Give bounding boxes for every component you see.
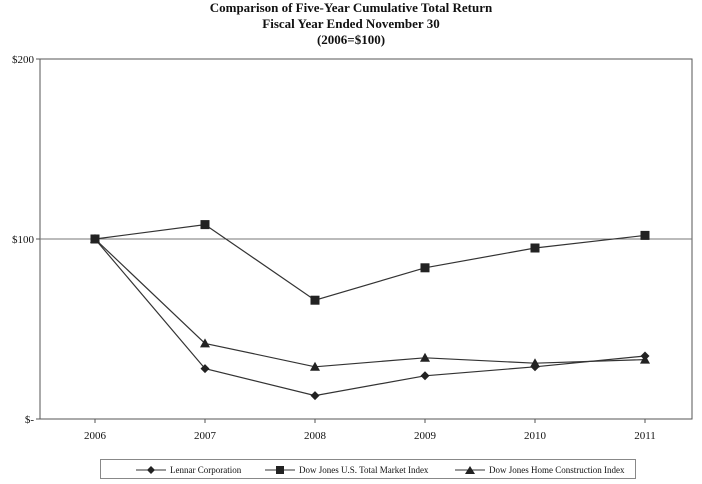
data-point-triangle bbox=[420, 352, 430, 362]
legend-square-marker bbox=[265, 466, 295, 474]
data-point-triangle bbox=[640, 354, 650, 364]
data-point-square bbox=[310, 295, 320, 305]
data-point-square bbox=[420, 263, 430, 273]
legend-label-home-construction: Dow Jones Home Construction Index bbox=[489, 465, 625, 475]
legend-item-total-market: Dow Jones U.S. Total Market Index bbox=[265, 463, 428, 477]
y-tick-label: $200 bbox=[12, 54, 35, 66]
data-point-diamond bbox=[420, 371, 430, 381]
x-tick-label: 2007 bbox=[194, 430, 217, 442]
series-line-triangle bbox=[94, 238, 646, 368]
series-diamond bbox=[90, 234, 650, 401]
legend-label-lennar: Lennar Corporation bbox=[170, 465, 242, 475]
y-tick-label: $- bbox=[25, 414, 35, 426]
legend-item-home-construction: Dow Jones Home Construction Index bbox=[455, 463, 624, 477]
legend-item-lennar: Lennar Corporation bbox=[136, 463, 241, 477]
x-tick-label: 2009 bbox=[414, 430, 437, 442]
chart-title: Comparison of Five-Year Cumulative Total… bbox=[0, 0, 702, 48]
data-point-triangle bbox=[200, 338, 210, 348]
data-point-diamond bbox=[310, 391, 320, 401]
legend: Lennar Corporation Dow Jones U.S. Total … bbox=[100, 459, 636, 479]
data-point-triangle bbox=[90, 234, 100, 243]
series-line-square bbox=[94, 223, 646, 301]
legend-triangle-marker bbox=[455, 466, 485, 474]
x-tick-label: 2011 bbox=[634, 430, 656, 442]
x-tick-label: 2010 bbox=[524, 430, 547, 442]
series-triangle bbox=[90, 234, 650, 371]
title-line-1: Comparison of Five-Year Cumulative Total… bbox=[209, 0, 493, 15]
legend-label-total-market: Dow Jones U.S. Total Market Index bbox=[299, 465, 429, 475]
series-line-diamond bbox=[94, 238, 646, 397]
data-point-diamond bbox=[200, 364, 210, 374]
data-point-square bbox=[200, 220, 210, 230]
data-point-square bbox=[530, 243, 540, 253]
y-tick-label: $100 bbox=[12, 234, 35, 246]
title-line-3: (2006=$100) bbox=[316, 32, 386, 47]
legend-diamond-marker bbox=[136, 466, 166, 474]
data-point-triangle bbox=[530, 358, 540, 368]
data-point-triangle bbox=[310, 361, 320, 371]
title-line-2: Fiscal Year Ended November 30 bbox=[262, 16, 440, 31]
x-tick-label: 2006 bbox=[84, 430, 107, 442]
data-point-square bbox=[640, 230, 650, 240]
x-tick-label: 2008 bbox=[304, 430, 327, 442]
series-square bbox=[90, 220, 650, 305]
